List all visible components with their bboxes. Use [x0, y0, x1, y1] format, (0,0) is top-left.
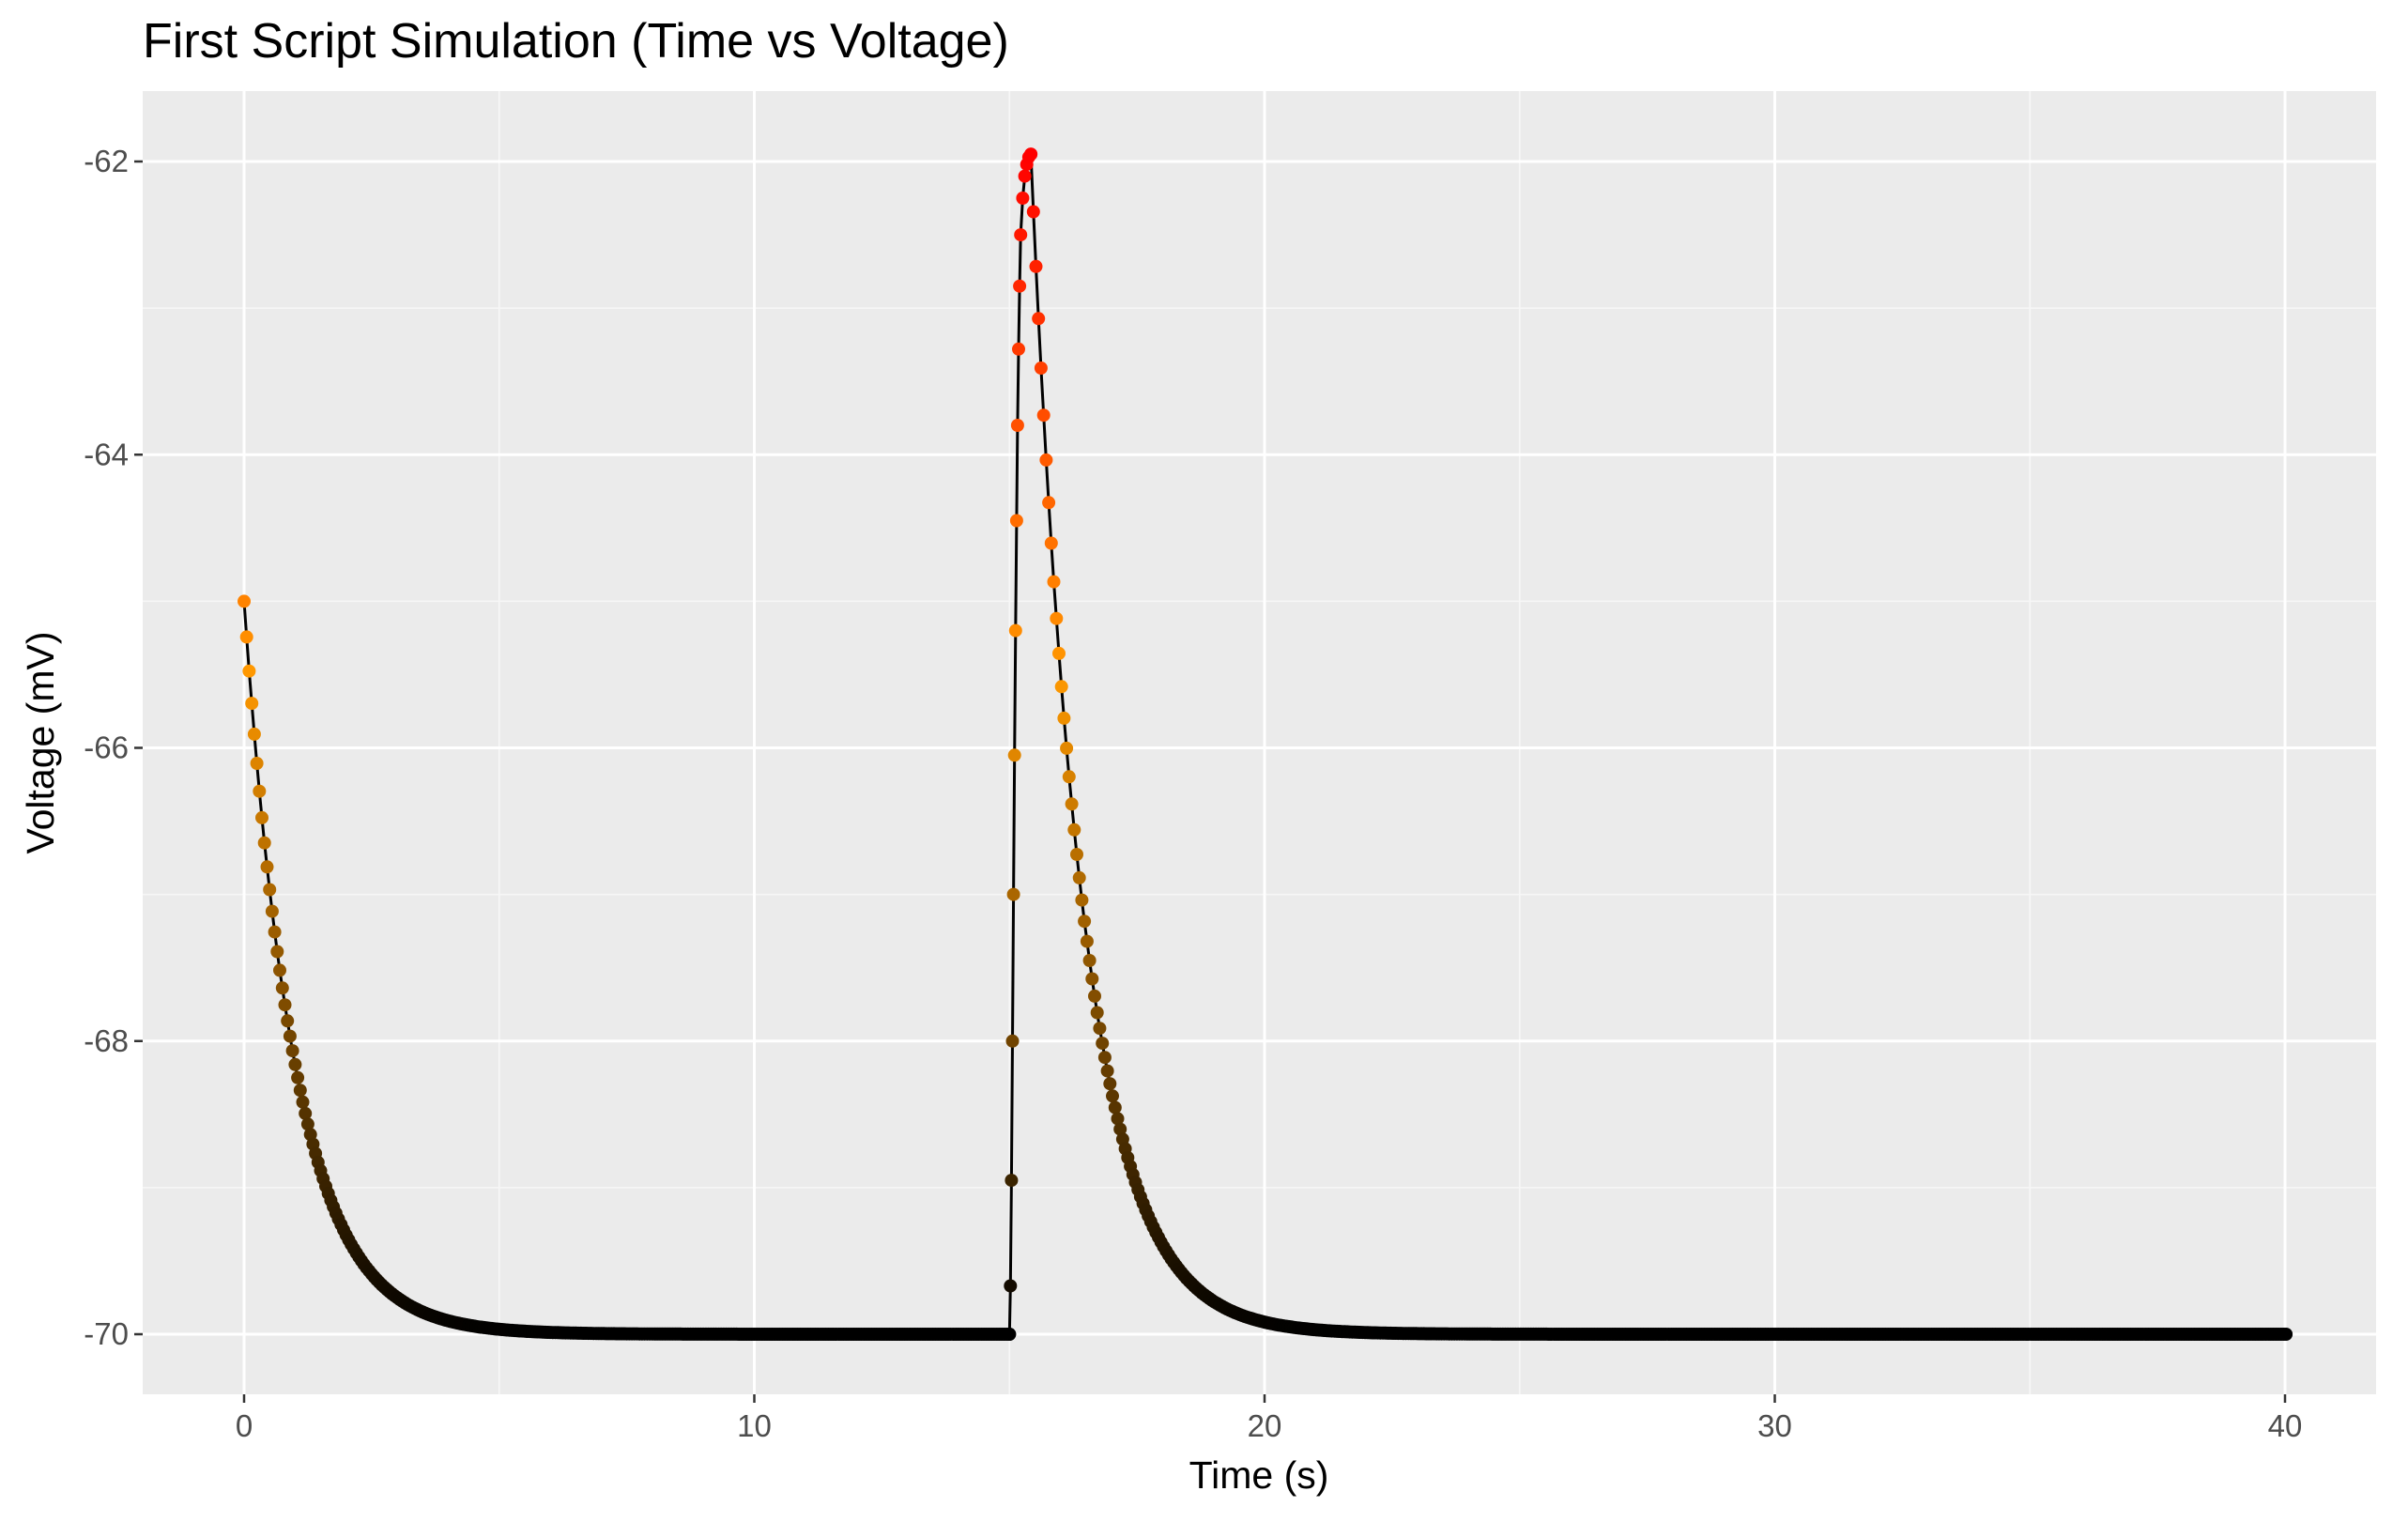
data-point	[247, 727, 261, 741]
data-point	[260, 860, 274, 874]
y-axis-title: Voltage (mV)	[19, 632, 62, 854]
x-axis-ticks: 0 10 20 30 40	[236, 1394, 2303, 1443]
data-point	[1100, 1064, 1114, 1078]
data-point	[257, 836, 271, 850]
data-point	[281, 1014, 295, 1028]
voltage-points	[238, 147, 2293, 1341]
data-point	[1036, 408, 1051, 423]
data-point	[1088, 989, 1101, 1003]
data-point	[1009, 514, 1023, 528]
data-point	[1004, 1279, 1018, 1293]
grid-minor	[143, 91, 2376, 1394]
data-point	[1003, 1328, 1017, 1341]
data-point	[1050, 611, 1064, 625]
data-point	[1103, 1077, 1117, 1091]
data-point	[2279, 1328, 2293, 1341]
data-point	[265, 904, 279, 918]
data-point	[1060, 741, 1074, 755]
x-tick-label: 20	[1248, 1408, 1282, 1443]
data-point	[1006, 887, 1020, 901]
data-point	[273, 963, 286, 977]
y-tick-label: -62	[84, 144, 129, 178]
x-axis-title: Time (s)	[1189, 1453, 1329, 1497]
data-point	[299, 1106, 313, 1120]
chart-title: First Script Simulation (Time vs Voltage…	[143, 14, 1009, 69]
data-point	[1078, 915, 1092, 929]
data-point	[1010, 419, 1024, 432]
data-point	[1097, 1051, 1112, 1065]
plot-panel	[143, 91, 2376, 1394]
data-point	[1026, 205, 1040, 219]
data-point	[263, 883, 277, 897]
data-point	[245, 697, 259, 711]
y-tick-label: -68	[84, 1023, 129, 1058]
data-point	[1085, 972, 1099, 986]
data-point	[1113, 1122, 1127, 1136]
data-point	[1034, 361, 1048, 375]
data-point	[1005, 1034, 1020, 1048]
data-point	[253, 784, 267, 798]
data-point	[1047, 575, 1061, 589]
data-point	[255, 810, 268, 824]
data-point	[1062, 770, 1076, 784]
data-point	[250, 757, 264, 770]
data-point	[238, 594, 251, 608]
data-point	[300, 1117, 314, 1131]
data-point	[270, 945, 284, 959]
x-tick-label: 10	[737, 1408, 772, 1443]
data-point	[1013, 279, 1027, 293]
data-point	[1080, 934, 1094, 948]
data-point	[1044, 536, 1058, 550]
data-point	[1042, 496, 1056, 510]
data-point	[1106, 1089, 1119, 1103]
data-point	[1054, 680, 1068, 694]
data-point	[1093, 1022, 1107, 1036]
data-point	[1032, 312, 1046, 326]
x-tick-label: 30	[1757, 1408, 1792, 1443]
x-tick-label: 40	[2268, 1408, 2303, 1443]
y-tick-label: -70	[84, 1316, 129, 1351]
data-point	[1108, 1100, 1122, 1115]
data-point	[1082, 954, 1097, 967]
data-point	[1024, 147, 1038, 161]
data-point	[1016, 192, 1030, 205]
data-point	[296, 1095, 310, 1109]
data-point	[1029, 259, 1043, 273]
data-point	[1014, 228, 1028, 242]
data-point	[1065, 797, 1079, 811]
y-tick-label: -64	[84, 437, 129, 471]
data-point	[285, 1044, 299, 1058]
data-point	[293, 1084, 307, 1098]
data-point	[268, 925, 282, 939]
data-point	[1057, 711, 1071, 725]
data-point	[1008, 623, 1022, 638]
data-point	[239, 630, 253, 644]
data-point	[291, 1070, 305, 1084]
data-point	[1052, 646, 1066, 660]
data-point	[1018, 169, 1032, 183]
data-point	[1007, 748, 1021, 762]
data-point	[288, 1057, 302, 1071]
data-point	[1012, 342, 1025, 356]
data-point	[1072, 870, 1086, 884]
data-point	[1096, 1037, 1110, 1051]
y-tick-label: -66	[84, 730, 129, 765]
data-point	[1111, 1112, 1125, 1126]
data-point	[1070, 848, 1083, 861]
data-point	[278, 998, 292, 1012]
data-point	[1075, 893, 1089, 907]
data-point	[275, 981, 289, 995]
data-point	[1039, 453, 1053, 467]
y-axis-ticks: -70 -68 -66 -64 -62	[84, 144, 143, 1351]
data-point	[283, 1029, 297, 1043]
data-point	[242, 664, 256, 678]
x-tick-label: 0	[236, 1408, 253, 1443]
data-point	[1090, 1006, 1104, 1020]
data-point	[1005, 1174, 1019, 1188]
data-point	[1067, 822, 1081, 837]
grid-major	[143, 91, 2376, 1394]
